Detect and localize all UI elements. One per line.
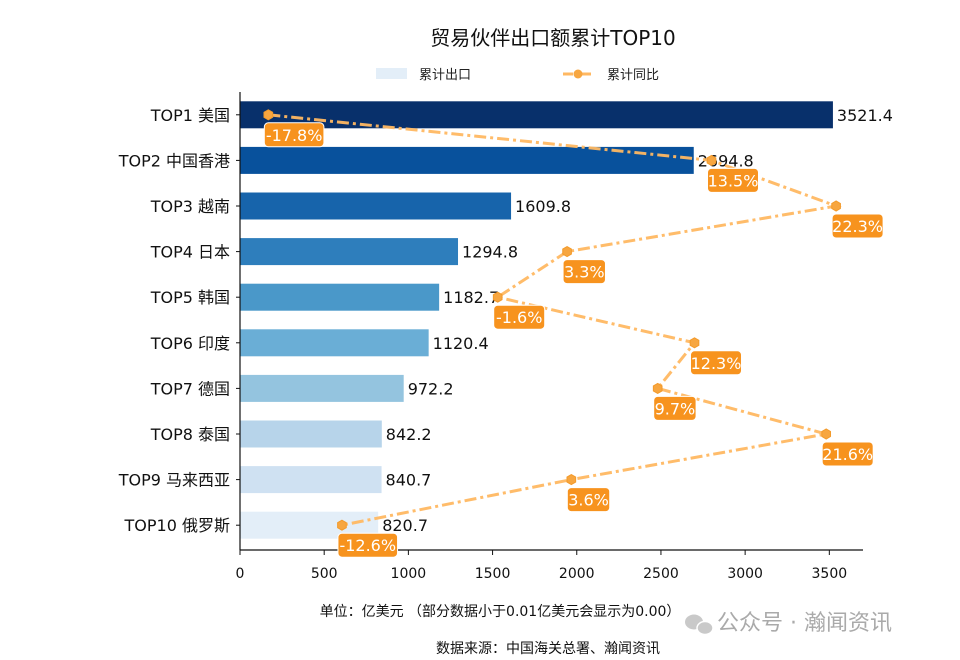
y-tick-label: TOP6 印度 — [150, 334, 230, 353]
yoy-label-box — [337, 532, 399, 558]
yoy-label: -12.6% — [339, 536, 396, 555]
yoy-label-box — [821, 441, 874, 467]
y-tick-label: TOP2 中国香港 — [118, 151, 230, 170]
yoy-marker — [337, 519, 347, 531]
yoy-label-box — [690, 350, 743, 376]
bar-value-label: 1120.4 — [433, 334, 489, 353]
bar — [240, 101, 833, 129]
x-tick-label: 1000 — [391, 566, 427, 582]
x-tick-label: 0 — [236, 566, 245, 582]
legend-line-swatch — [563, 69, 593, 79]
yoy-label-box — [706, 167, 759, 193]
yoy-marker — [821, 428, 832, 440]
yoy-marker — [652, 382, 663, 394]
bar-value-label: 972.2 — [408, 379, 454, 398]
yoy-label: 21.6% — [822, 445, 873, 464]
yoy-label-box — [493, 304, 546, 330]
x-tick-label: 2000 — [559, 566, 595, 582]
yoy-line — [268, 113, 842, 527]
bar — [240, 238, 459, 266]
legend-line-label: 累计同比 — [607, 68, 659, 83]
y-tick-label: TOP9 马来西亚 — [118, 471, 230, 490]
yoy-marker — [263, 109, 274, 121]
yoy-label: 22.3% — [832, 217, 883, 236]
y-tick-label: TOP3 越南 — [150, 197, 230, 216]
yoy-label: 3.6% — [568, 491, 609, 510]
x-tick-label: 1500 — [475, 566, 511, 582]
legend-bar-label: 累计出口 — [419, 68, 471, 83]
y-tick-label: TOP1 美国 — [150, 106, 230, 125]
bar — [240, 283, 440, 311]
watermark: 公众号 · 瀚闻资讯 — [717, 611, 892, 636]
yoy-label-box — [831, 213, 884, 239]
bar-value-label: 1294.8 — [462, 243, 518, 262]
bar — [240, 329, 429, 357]
y-tick-label: TOP8 泰国 — [150, 425, 230, 444]
bar-value-label: 840.7 — [386, 471, 432, 490]
bar-value-label: 3521.4 — [837, 106, 893, 125]
yoy-label-box — [263, 122, 325, 148]
x-tick-label: 500 — [311, 566, 338, 582]
yoy-label: -1.6% — [496, 308, 542, 327]
yoy-label: 3.3% — [564, 263, 605, 282]
x-tick-label: 2500 — [643, 566, 679, 582]
x-axis-label: 单位：亿美元 （部分数据小于0.01亿美元会显示为0.00） — [320, 604, 681, 620]
yoy-label: -17.8% — [266, 126, 323, 145]
bar — [240, 146, 694, 174]
yoy-marker — [492, 291, 503, 303]
yoy-marker — [562, 246, 572, 258]
yoy-label: 9.7% — [655, 399, 696, 418]
yoy-label: 12.3% — [691, 354, 742, 373]
yoy-label-box — [566, 487, 611, 513]
bar-value-label: 842.2 — [386, 425, 432, 444]
legend-bar-swatch — [376, 68, 407, 79]
y-tick-label: TOP4 日本 — [150, 243, 230, 262]
yoy-label-box — [653, 395, 697, 421]
x-tick-label: 3000 — [727, 566, 763, 582]
bar — [240, 420, 382, 448]
bar — [240, 192, 512, 220]
chart-title: 贸易伙伴出口额累计TOP10 — [430, 26, 675, 50]
y-tick-label: TOP10 俄罗斯 — [124, 516, 230, 535]
wechat-icon — [685, 614, 714, 636]
x-tick-label: 3500 — [812, 566, 848, 582]
yoy-marker — [689, 337, 700, 349]
yoy-label-box — [562, 259, 606, 285]
bar-value-label: 1182.7 — [443, 288, 499, 307]
y-tick-label: TOP5 韩国 — [150, 288, 230, 307]
source-note: 数据来源：中国海关总署、瀚闻资讯 — [436, 641, 660, 657]
yoy-marker — [831, 200, 841, 212]
bar — [240, 466, 382, 494]
bar-value-label: 1609.8 — [515, 197, 571, 216]
yoy-marker — [566, 474, 577, 486]
bar-value-label: 820.7 — [382, 516, 428, 535]
y-tick-label: TOP7 德国 — [150, 379, 230, 398]
bar — [240, 374, 404, 402]
yoy-label: 13.5% — [708, 171, 759, 190]
yoy-marker — [706, 154, 717, 166]
